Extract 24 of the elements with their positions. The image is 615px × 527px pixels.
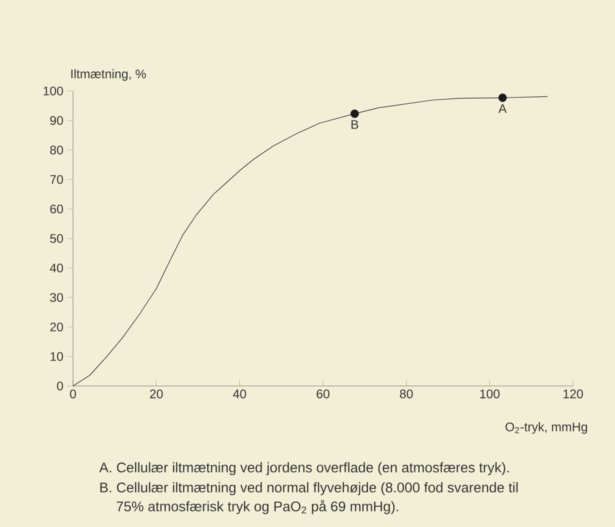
text: B. Cellulær iltmætning ved normal flyvehøjde (8.000 fod svarende til 75% atmosfærisk tryk og PaO$_{2}$ på 69 mmHg). xyxy=(100,482,518,514)
x-tick-label: 60 xyxy=(316,390,330,398)
y-tick-label: 100 xyxy=(44,86,63,96)
x-axis-title: O$_{2}$-tryk, mmHg xyxy=(506,422,587,434)
x-tick-label: 120 xyxy=(564,390,583,398)
y-tick-label: 60 xyxy=(50,204,63,214)
text: A. Cellulær iltmætning ved jordens overflade (en atmosfæres tryk). xyxy=(99,462,509,476)
y-axis-title: Iltmætning, % xyxy=(71,69,146,81)
y-tick-label: 20 xyxy=(50,322,63,332)
y-tick-label: 90 xyxy=(50,116,63,125)
y-tick-label: 40 xyxy=(50,264,63,272)
x-tick-label: 80 xyxy=(400,390,413,398)
y-tick-label: 30 xyxy=(50,293,63,302)
x-tick-label: 20 xyxy=(150,390,163,398)
x-tick-label: 40 xyxy=(233,390,246,398)
y-tick-label: 0 xyxy=(57,382,63,390)
x-tick-label: 100 xyxy=(480,390,500,398)
y-tick-label: 80 xyxy=(50,146,63,154)
annotation: B xyxy=(352,120,358,129)
y-tick-label: 50 xyxy=(50,234,63,243)
y-tick-label: 70 xyxy=(50,175,63,184)
x-tick-label: 0 xyxy=(70,390,76,398)
annotation: A xyxy=(498,104,507,113)
y-tick-label: 10 xyxy=(50,352,63,361)
